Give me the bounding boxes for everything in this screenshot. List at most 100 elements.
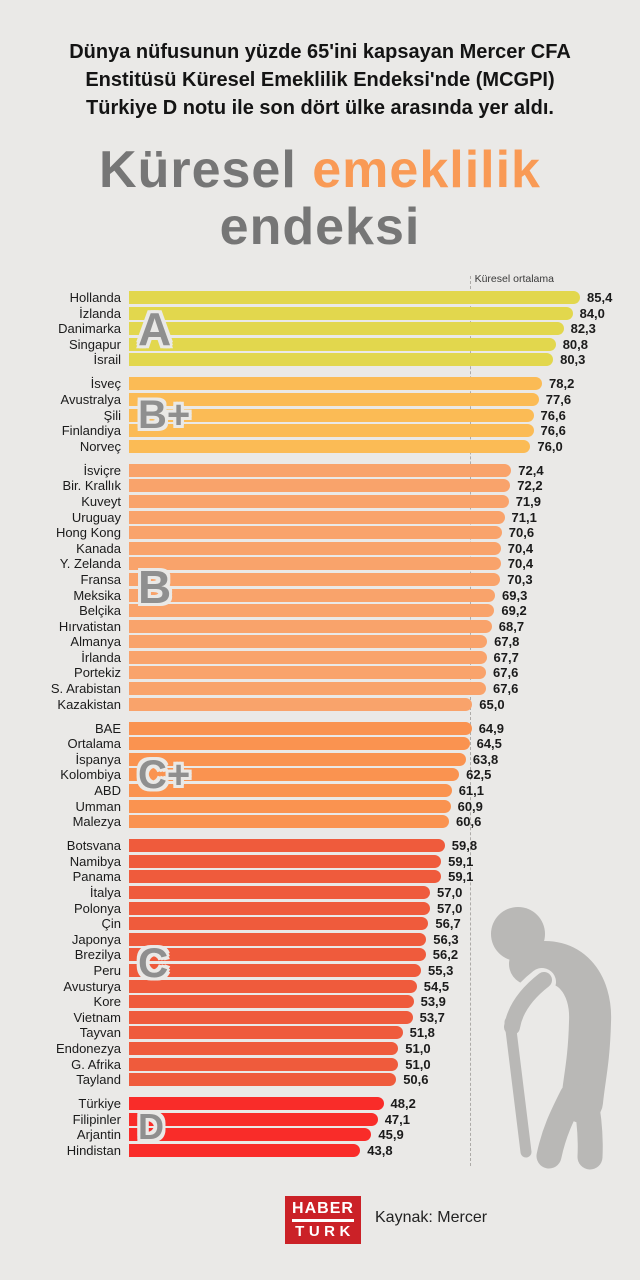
- country-label: Kanada: [76, 540, 121, 556]
- chart-row: Bir. Krallık 72,2: [0, 478, 640, 493]
- grade-group-A: Hollanda 85,4 İzlanda 84,0 Danimarka 82,3 Sing…: [0, 290, 640, 367]
- country-label: Malezya: [72, 814, 121, 830]
- country-bar: [129, 1073, 397, 1087]
- country-label: Meksika: [73, 587, 121, 603]
- chart-row: Belçika 69,2: [0, 603, 640, 618]
- country-value: 47,1: [384, 1111, 410, 1127]
- country-label: Peru: [93, 962, 121, 978]
- country-label: Danimarka: [58, 321, 121, 337]
- country-bar: [129, 353, 554, 367]
- haberturk-logo-bottom-text: TURK: [295, 1223, 355, 1240]
- grade-label-C: C: [138, 938, 169, 986]
- country-value: 57,0: [437, 900, 463, 916]
- country-label: Avustralya: [60, 391, 121, 407]
- chart-row: Avustralya 77,6: [0, 391, 640, 407]
- haberturk-logo-top-text: HABER: [292, 1201, 354, 1222]
- grade-label-B+: B+: [138, 393, 191, 438]
- country-label: Namibya: [69, 853, 121, 869]
- chart-row: Hırvatistan 68,7: [0, 618, 640, 634]
- country-bar: [129, 666, 486, 680]
- chart-row: Panama 59,1: [0, 869, 640, 885]
- country-value: 78,2: [549, 376, 575, 392]
- chart-row: İspanya 63,8: [0, 751, 640, 767]
- chart-row: Şili 76,6: [0, 408, 640, 423]
- country-bar: [129, 682, 486, 696]
- grade-label-C+: C+: [138, 752, 191, 797]
- country-bar: [129, 392, 539, 406]
- chart-row: Hong Kong 70,6: [0, 525, 640, 540]
- country-bar: [129, 768, 460, 782]
- country-label: Kore: [93, 994, 121, 1010]
- country-label: Türkiye: [78, 1096, 121, 1112]
- chart-row: Danimarka 82,3: [0, 321, 640, 337]
- country-value: 59,8: [451, 838, 478, 854]
- country-bar: [129, 1057, 399, 1071]
- chart-row: Kanada 70,4: [0, 540, 640, 556]
- country-label: Panama: [72, 869, 121, 885]
- country-label: Brezilya: [74, 947, 121, 963]
- chart-row: İzlanda 84,0: [0, 306, 640, 321]
- bar-groups: Hollanda 85,4 İzlanda 84,0 Danimarka 82,3 Sing…: [0, 290, 640, 1160]
- country-bar: [129, 479, 511, 493]
- country-value: 62,5: [466, 767, 492, 783]
- chart-row: Portekiz 67,6: [0, 665, 640, 681]
- country-bar: [129, 1112, 378, 1126]
- headline: Dünya nüfusunun yüzde 65'ini kapsayan Me…: [0, 38, 640, 122]
- country-value: 48,2: [390, 1096, 416, 1112]
- country-bar: [129, 291, 580, 304]
- country-value: 51,8: [409, 1025, 435, 1041]
- country-value: 77,6: [545, 391, 572, 407]
- country-label: Japonya: [71, 931, 121, 947]
- country-label: Kolombiya: [60, 767, 121, 783]
- country-bar: [129, 784, 452, 798]
- country-value: 67,6: [493, 665, 519, 681]
- elderly-person-with-cane-icon: [491, 907, 612, 1170]
- country-label: İrlanda: [81, 649, 121, 665]
- country-value: 45,9: [378, 1127, 404, 1143]
- chart-row: İsrail 80,3: [0, 352, 640, 367]
- chart-row: İrlanda 67,7: [0, 649, 640, 665]
- country-bar: [129, 917, 429, 931]
- country-label: BAE: [94, 720, 121, 736]
- chart-row: Singapur 80,8: [0, 336, 640, 352]
- chart-row: Arjantin 45,9: [0, 1127, 640, 1143]
- chart-row: Namibya 59,1: [0, 853, 640, 869]
- country-bar: [129, 557, 501, 571]
- country-bar: [129, 752, 466, 766]
- country-bar: [129, 377, 542, 391]
- grade-group-C+: BAE 64,9 Ortalama 64,5 İspanya 63,8 Kolombiya 6…: [0, 720, 640, 830]
- country-value: 80,8: [562, 336, 588, 352]
- country-value: 85,4: [587, 290, 613, 305]
- country-bar: [129, 588, 495, 602]
- country-bar: [129, 963, 421, 977]
- country-label: Fransa: [80, 571, 121, 587]
- country-bar: [129, 494, 509, 508]
- country-value: 63,8: [472, 751, 499, 767]
- country-bar: [129, 799, 451, 813]
- country-label: Arjantin: [76, 1127, 121, 1143]
- headline-line-3: Türkiye D notu ile son dört ülke arasınd…: [86, 97, 554, 119]
- chart-row: İtalya 57,0: [0, 885, 640, 900]
- country-value: 70,3: [507, 571, 533, 587]
- page-title: Küresel emeklilik endeksi: [0, 142, 640, 256]
- country-bar: [129, 932, 427, 946]
- country-value: 68,7: [498, 618, 525, 634]
- country-bar: [129, 737, 470, 751]
- country-label: Endonezya: [55, 1040, 121, 1056]
- grade-group-B+: İsveç 78,2 Avustralya 77,6 Şili 76,6 Finlandiy…: [0, 376, 640, 453]
- country-value: 67,6: [493, 681, 519, 697]
- chart-row: Meksika 69,3: [0, 587, 640, 603]
- country-value: 57,0: [437, 885, 463, 900]
- country-label: Vietnam: [73, 1009, 121, 1025]
- country-value: 59,1: [448, 853, 474, 869]
- chart-row: Kore 53,9: [0, 994, 640, 1010]
- country-value: 64,9: [478, 720, 504, 736]
- chart-row: G. Afrika 51,0: [0, 1056, 640, 1072]
- chart-row: Çin 56,7: [0, 916, 640, 931]
- country-value: 51,0: [405, 1040, 431, 1056]
- country-label: Tayvan: [79, 1025, 121, 1041]
- country-value: 64,5: [476, 736, 502, 752]
- country-label: Portekiz: [74, 665, 121, 681]
- country-label: G. Afrika: [71, 1056, 121, 1072]
- country-bar: [129, 815, 449, 829]
